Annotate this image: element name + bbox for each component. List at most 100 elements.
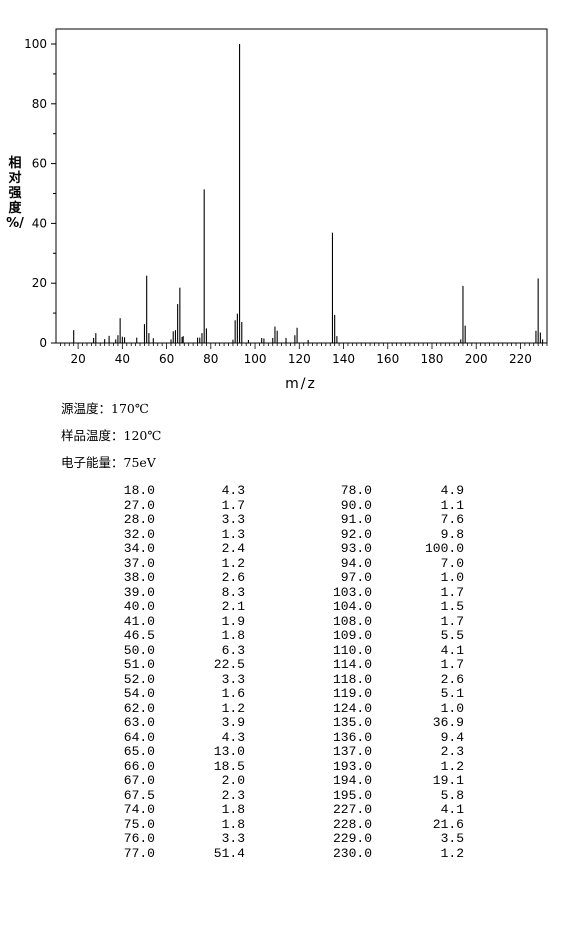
table-row: 66.0 18.5 193.0 1.2 [100, 758, 464, 775]
mz-cell: 103.0 [332, 584, 372, 600]
mz-cell: 38.0 [123, 570, 155, 585]
intensity-cell: 19.1 [432, 773, 464, 788]
intensity-cell: 2.6 [221, 570, 245, 585]
table-row: 63.0 3.9 135.0 36.9 [100, 715, 464, 731]
mz-cell: 227.0 [332, 802, 372, 817]
mz-cell: 62.0 [123, 700, 155, 716]
table-row: 46.5 1.8 109.0 5.5 [100, 628, 464, 644]
table-row: 67.5 2.3 195.0 5.8 [100, 787, 464, 804]
y-tick-label: 100 [24, 37, 47, 51]
intensity-cell: 1.3 [221, 526, 245, 542]
intensity-cell: 51.4 [213, 845, 245, 861]
table-row: 64.0 4.3 136.0 9.4 [100, 729, 464, 746]
y-label-char: 强 [8, 186, 21, 201]
intensity-cell: 1.1 [440, 497, 464, 513]
mz-cell: 94.0 [340, 555, 372, 571]
intensity-cell: 1.7 [440, 613, 464, 629]
table-row: 62.0 1.2 124.0 1.0 [100, 700, 464, 717]
intensity-cell: 7.0 [440, 555, 464, 571]
y-tick-label: 20 [32, 276, 47, 290]
intensity-cell: 4.9 [440, 483, 464, 498]
table-row: 41.0 1.9 108.0 1.7 [100, 613, 464, 630]
intensity-cell: 1.2 [440, 845, 464, 861]
intensity-cell: 1.7 [221, 497, 245, 513]
mz-cell: 63.0 [123, 715, 155, 730]
table-row: 74.0 1.8 227.0 4.1 [100, 802, 464, 818]
mz-cell: 65.0 [123, 744, 155, 759]
mz-cell: 37.0 [123, 555, 155, 571]
mz-cell: 74.0 [123, 802, 155, 817]
x-axis-label: m/z [285, 376, 317, 392]
intensity-cell: 1.0 [440, 570, 464, 585]
intensity-cell: 1.8 [221, 816, 245, 832]
axis-ticks: 0 20 40 60 80 100 20 40 60 80 100 120 140 160 180 200 22… [24, 37, 548, 366]
intensity-cell: 13.0 [213, 744, 245, 759]
x-tick-label: 180 [421, 352, 444, 366]
table-row: 54.0 1.6 119.0 5.1 [100, 686, 464, 702]
table-row: 38.0 2.6 97.0 1.0 [100, 570, 464, 586]
x-tick-label: 160 [376, 352, 399, 366]
intensity-cell: 4.1 [440, 642, 464, 658]
intensity-cell: 3.9 [221, 715, 245, 730]
mz-cell: 40.0 [123, 599, 155, 614]
mz-cell: 230.0 [332, 845, 372, 861]
table-row: 28.0 3.3 91.0 7.6 [100, 512, 464, 528]
mz-cell: 91.0 [340, 512, 372, 527]
mz-cell: 67.0 [123, 773, 155, 788]
intensity-cell: 3.5 [440, 831, 464, 846]
intensity-cell: 100.0 [424, 541, 464, 556]
mz-cell: 75.0 [123, 816, 155, 832]
mz-cell: 104.0 [332, 599, 372, 614]
table-row: 65.0 13.0 137.0 2.3 [100, 744, 464, 760]
table-row: 50.0 6.3 110.0 4.1 [100, 642, 464, 659]
electron-energy: 电子能量：75eV [61, 455, 156, 470]
table-row: 76.0 3.3 229.0 3.5 [100, 831, 464, 847]
x-tick-label: 100 [244, 352, 267, 366]
sample-temperature: 样品温度：120℃ [61, 428, 162, 443]
mz-cell: 135.0 [332, 715, 372, 730]
intensity-cell: 6.3 [221, 642, 245, 658]
table-row: 75.0 1.8 228.0 21.6 [100, 816, 464, 833]
mz-cell: 64.0 [123, 729, 155, 745]
table-row: 18.0 4.3 78.0 4.9 [100, 483, 464, 499]
mz-cell: 195.0 [332, 787, 372, 803]
table-row: 67.0 2.0 194.0 19.1 [100, 773, 464, 789]
mz-cell: 76.0 [123, 831, 155, 846]
mz-cell: 51.0 [123, 657, 155, 672]
mz-cell: 54.0 [123, 686, 155, 701]
mz-cell: 118.0 [332, 671, 372, 687]
plot-frame [55, 28, 548, 344]
mz-cell: 67.5 [123, 787, 155, 803]
x-tick-label: 20 [70, 352, 85, 366]
table-row: 37.0 1.2 94.0 7.0 [100, 555, 464, 572]
intensity-cell: 1.0 [440, 700, 464, 716]
table-row: 32.0 1.3 92.0 9.8 [100, 526, 464, 543]
y-tick-label: 40 [32, 216, 47, 230]
peak-list-table: 18.0 4.3 78.0 4.9 27.0 1.7 90.0 1.1 28.0 3.3 91.0 7… [100, 483, 464, 861]
mz-cell: 137.0 [332, 744, 372, 759]
intensity-cell: 21.6 [432, 816, 464, 832]
intensity-cell: 2.6 [440, 671, 464, 687]
mz-cell: 46.5 [123, 628, 155, 643]
intensity-cell: 1.7 [440, 657, 464, 672]
intensity-cell: 1.7 [440, 584, 464, 600]
intensity-cell: 3.3 [221, 512, 245, 527]
y-tick-label: 0 [39, 336, 47, 350]
mz-cell: 136.0 [332, 729, 372, 745]
mz-cell: 194.0 [332, 773, 372, 788]
mz-cell: 110.0 [332, 642, 372, 658]
spectrum-peaks [73, 44, 544, 343]
y-label-char: 对 [8, 170, 21, 186]
mz-cell: 27.0 [123, 497, 155, 513]
mz-cell: 97.0 [340, 570, 372, 585]
intensity-cell: 4.3 [221, 729, 245, 745]
intensity-cell: 3.3 [221, 671, 245, 687]
intensity-cell: 3.3 [221, 831, 245, 846]
table-row: 27.0 1.7 90.0 1.1 [100, 497, 464, 514]
intensity-cell: 18.5 [213, 758, 245, 774]
mz-cell: 92.0 [340, 526, 372, 542]
mz-cell: 52.0 [123, 671, 155, 687]
y-label-char: 相 [8, 155, 21, 171]
x-tick-label: 140 [332, 352, 355, 366]
